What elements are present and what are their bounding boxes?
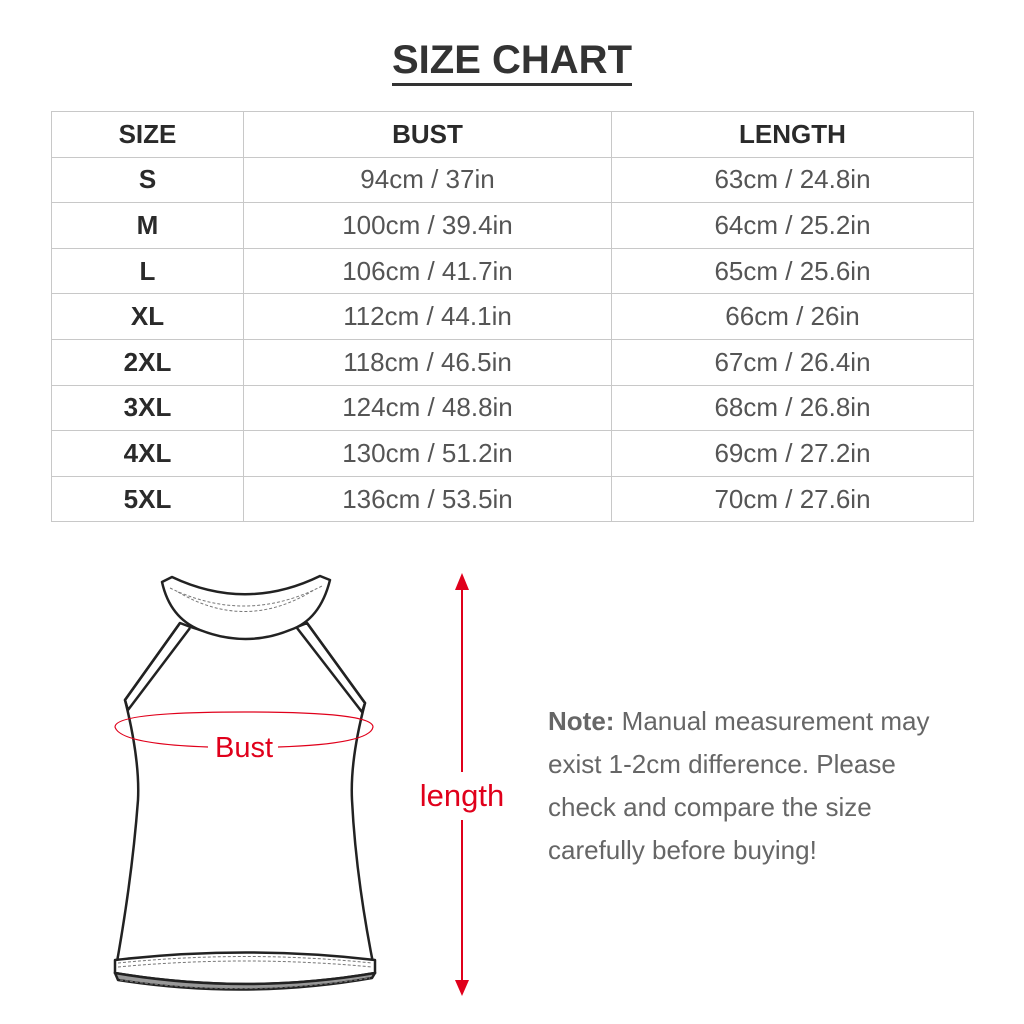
tank-top-illustration [113,574,377,991]
cell-length: 63cm / 24.8in [611,156,974,204]
header-size: SIZE [51,111,244,158]
table-row: L 106cm / 41.7in 65cm / 25.6in [51,247,974,295]
cell-length: 70cm / 27.6in [611,475,974,523]
cell-size: M [51,202,244,249]
table-row: 2XL 118cm / 46.5in 67cm / 26.4in [51,338,974,386]
cell-bust: 100cm / 39.4in [243,202,612,249]
cell-length: 66cm / 26in [611,293,974,340]
cell-size: 2XL [51,338,244,386]
length-label: length [420,778,504,813]
arrow-up-icon [455,573,469,590]
cell-bust: 118cm / 46.5in [243,338,612,386]
cell-length: 65cm / 25.6in [611,247,974,295]
cell-length: 68cm / 26.8in [611,384,974,432]
cell-size: L [51,247,244,295]
note-text: Note: Manual measurement may exist 1-2cm… [548,700,968,872]
cell-bust: 106cm / 41.7in [243,247,612,295]
note-body: Manual measurement may exist 1-2cm diffe… [548,706,930,865]
bust-measure: Bust [114,711,374,764]
note-label: Note: [548,706,615,736]
cell-size: 4XL [51,430,244,477]
cell-bust: 130cm / 51.2in [243,430,612,477]
table-row: XL 112cm / 44.1in 66cm / 26in [51,293,974,340]
cell-size: S [51,156,244,204]
table-row: 4XL 130cm / 51.2in 69cm / 27.2in [51,430,974,477]
arrow-down-icon [455,980,469,996]
stitching [117,585,373,989]
bust-measure-line [114,711,374,748]
table-row: 5XL 136cm / 53.5in 70cm / 27.6in [51,475,974,523]
cell-bust: 94cm / 37in [243,156,612,204]
cell-bust: 112cm / 44.1in [243,293,612,340]
header-length: LENGTH [611,111,974,158]
bust-label: Bust [215,732,273,764]
cell-bust: 124cm / 48.8in [243,384,612,432]
table-row: 3XL 124cm / 48.8in 68cm / 26.8in [51,384,974,432]
length-measure: length [420,573,504,996]
page-title: SIZE CHART [0,38,1024,86]
table-row: M 100cm / 39.4in 64cm / 25.2in [51,202,974,249]
cell-bust: 136cm / 53.5in [243,475,612,523]
size-table: SIZE BUST LENGTH S 94cm / 37in 63cm / 24.8… [51,111,974,523]
table-row: S 94cm / 37in 63cm / 24.8in [51,156,974,204]
cell-length: 67cm / 26.4in [611,338,974,386]
